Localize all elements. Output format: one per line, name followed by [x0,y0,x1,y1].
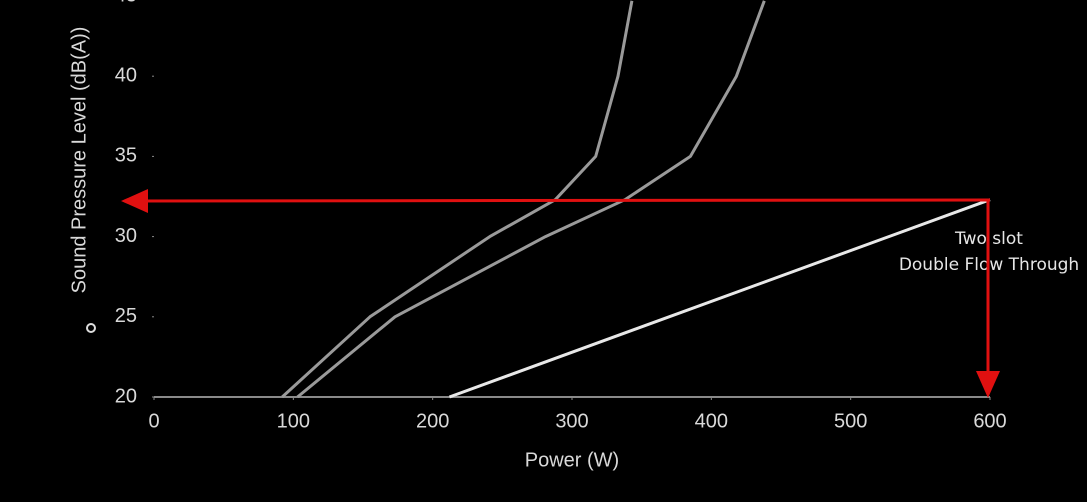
x-axis-label: Power (W) [525,449,619,471]
y-tick-label: 45 [115,0,137,6]
y-tick-label: 20 [115,385,137,407]
plot: 0 100 200 300 400 500 600 20 25 30 35 40 45 [115,0,1007,432]
y-tick-label: 35 [115,145,137,167]
x-tick-label: 600 [973,410,1006,432]
x-tick-label: 200 [416,410,449,432]
y-tick-label: 40 [115,64,137,86]
icon [86,323,96,333]
x-tick-label: 100 [277,410,310,432]
y-tick-label: 30 [115,225,137,247]
series-line [281,0,634,399]
x-tick-label: 400 [695,410,728,432]
x-tick-label: 300 [555,410,588,432]
x-tick-label: 500 [834,410,867,432]
arrow [121,188,991,213]
x-tick-label: 0 [148,410,159,432]
y-tick-label: 25 [115,305,137,327]
y-axis-label: Sound Pressure Level (dB(A)) [68,27,90,294]
series-line [448,198,991,399]
